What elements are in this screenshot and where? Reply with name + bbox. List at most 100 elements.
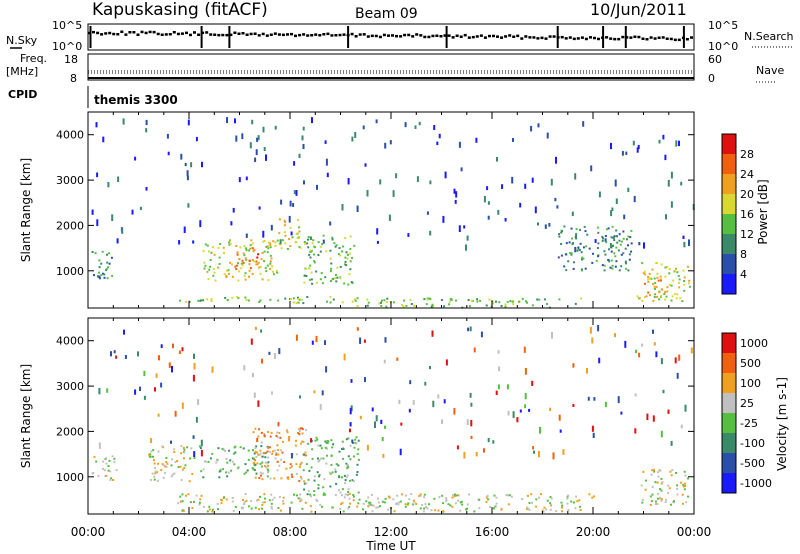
data-pixel (306, 493, 309, 496)
data-pixel (206, 270, 209, 273)
data-pixel (660, 498, 663, 501)
data-pixel (616, 241, 619, 244)
data-pixel (179, 299, 182, 302)
data-pixel (651, 469, 654, 472)
data-pixel (621, 151, 624, 156)
data-pixel (487, 498, 490, 501)
data-pixel (670, 201, 673, 208)
data-pixel (386, 297, 389, 300)
data-pixel (366, 190, 369, 197)
data-pixel (291, 236, 294, 239)
data-pixel (201, 161, 203, 168)
data-pixel (470, 299, 473, 302)
data-pixel (271, 498, 274, 501)
data-pixel (611, 267, 614, 270)
data-pixel (193, 451, 196, 458)
data-pixel (310, 438, 313, 443)
data-pixel (287, 476, 290, 479)
data-pixel (244, 296, 247, 299)
data-pixel (255, 472, 258, 475)
data-pixel (244, 463, 247, 466)
data-pixel (100, 274, 103, 277)
data-pixel (622, 252, 625, 255)
data-pixel (298, 298, 301, 301)
data-pixel (342, 510, 345, 513)
data-pixel (392, 498, 395, 501)
data-pixel (248, 249, 251, 252)
data-pixel (431, 303, 434, 306)
data-pixel (512, 411, 515, 418)
noise-mark (459, 35, 463, 38)
data-pixel (100, 262, 103, 265)
data-pixel (572, 267, 575, 270)
data-pixel (289, 245, 292, 248)
data-pixel (261, 504, 264, 507)
data-pixel (253, 469, 256, 471)
data-pixel (453, 408, 456, 415)
noise-mark (176, 32, 180, 36)
noise-mark (690, 36, 693, 39)
data-pixel (677, 274, 680, 277)
data-pixel (349, 247, 352, 250)
data-pixel (558, 233, 560, 236)
data-pixel (455, 299, 457, 302)
data-pixel (257, 435, 260, 438)
data-pixel (192, 240, 195, 244)
noise-mark (342, 33, 346, 36)
data-pixel (157, 413, 160, 417)
data-pixel (248, 259, 251, 262)
data-pixel (264, 456, 267, 459)
data-pixel (322, 234, 325, 237)
noise-mark (415, 33, 419, 36)
data-pixel (281, 451, 284, 454)
data-pixel (276, 469, 279, 472)
data-pixel (105, 462, 108, 465)
data-pixel (651, 485, 654, 488)
data-pixel (424, 381, 427, 386)
noise-mark (253, 32, 257, 35)
data-pixel (468, 305, 471, 308)
data-pixel (353, 244, 356, 247)
data-pixel (277, 449, 280, 452)
data-pixel (568, 241, 571, 244)
data-pixel (290, 465, 293, 468)
data-pixel (506, 300, 509, 303)
data-pixel (652, 299, 655, 302)
data-pixel (351, 300, 354, 303)
data-pixel (229, 261, 232, 264)
data-pixel (269, 246, 272, 249)
data-pixel (604, 235, 607, 237)
data-pixel (630, 250, 633, 253)
data-pixel (459, 501, 462, 504)
data-pixel (650, 277, 653, 280)
data-pixel (273, 496, 276, 499)
data-pixel (193, 457, 196, 460)
data-pixel (340, 503, 343, 505)
data-pixel (124, 355, 127, 359)
data-pixel (292, 203, 295, 207)
data-pixel (295, 472, 298, 475)
data-pixel (658, 139, 661, 144)
data-pixel (683, 241, 686, 248)
data-pixel (374, 421, 376, 429)
data-pixel (251, 372, 254, 378)
data-pixel (257, 135, 260, 141)
data-pixel (283, 461, 286, 463)
data-pixel (308, 267, 311, 270)
data-pixel (371, 504, 374, 507)
data-pixel (92, 472, 95, 474)
data-pixel (338, 450, 341, 453)
data-pixel (678, 354, 681, 361)
data-pixel (320, 272, 323, 275)
data-pixel (676, 493, 679, 496)
data-pixel (226, 299, 229, 301)
y-tick-label: 1000 (56, 265, 84, 278)
noise-mark (294, 34, 297, 38)
colorbar-segment (722, 214, 736, 234)
nsearch-tick-high: 10^5 (708, 19, 738, 32)
data-pixel (276, 436, 279, 439)
data-pixel (310, 271, 313, 274)
data-pixel (286, 431, 289, 434)
data-pixel (338, 476, 341, 479)
data-pixel (540, 493, 542, 496)
